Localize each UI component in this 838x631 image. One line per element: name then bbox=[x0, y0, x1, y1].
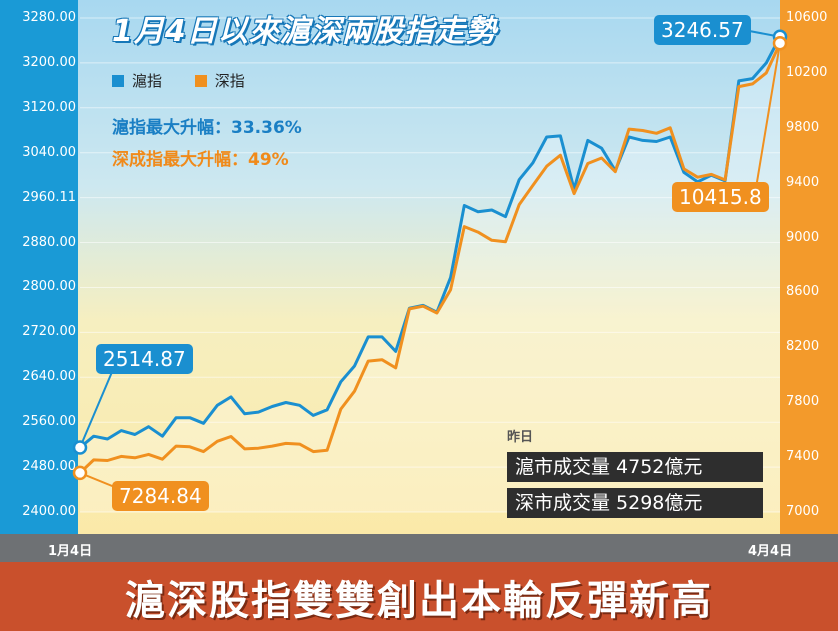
volume-row-sh: 滬市成交量 4752億元 bbox=[507, 452, 763, 482]
right-tick-label: 9000 bbox=[786, 229, 820, 245]
left-tick-label: 3280.00 bbox=[22, 10, 76, 25]
plot-background bbox=[78, 0, 780, 534]
callout-pointer-sh-start bbox=[79, 371, 113, 448]
headline: 滬深股指雙雙創出本輪反彈新高 bbox=[125, 578, 713, 624]
chart-title: 1月4日以來滬深兩股指走勢 bbox=[112, 14, 497, 49]
callout-sh-end: 3246.57 bbox=[654, 15, 751, 45]
right-tick-label: 7400 bbox=[786, 449, 820, 465]
left-tick-label: 3200.00 bbox=[22, 54, 76, 70]
right-tick-label: 9800 bbox=[786, 119, 820, 135]
right-axis-panel bbox=[780, 0, 838, 534]
x-label-start: 1月4日 bbox=[48, 544, 93, 559]
date-strip bbox=[0, 534, 838, 562]
legend-item-sz: 深指 bbox=[194, 70, 245, 91]
right-tick-label: 10600 bbox=[786, 10, 828, 25]
right-tick-label: 8600 bbox=[786, 284, 820, 300]
left-tick-label: 2800.00 bbox=[22, 279, 76, 295]
right-tick-label: 10200 bbox=[786, 64, 828, 80]
chart-svg bbox=[72, 17, 788, 513]
point-sh-start bbox=[72, 440, 88, 455]
left-tick-label: 3120.00 bbox=[22, 99, 76, 115]
legend-label-sz: 深指 bbox=[214, 72, 245, 90]
gridlines bbox=[80, 17, 780, 513]
legend-swatch-sh bbox=[112, 74, 124, 87]
x-label-end: 4月4日 bbox=[748, 544, 793, 559]
stat-sz-max-rise: 深成指最大升幅：49% bbox=[112, 150, 289, 170]
left-tick-label: 2560.00 bbox=[22, 414, 76, 430]
callout-sz-end: 10415.8 bbox=[672, 182, 769, 212]
point-sz-end bbox=[772, 36, 788, 51]
legend-label-sh: 滬指 bbox=[132, 72, 163, 90]
left-axis-panel bbox=[0, 0, 78, 534]
right-tick-label: 7800 bbox=[786, 394, 820, 410]
volume-row-sz: 深市成交量 5298億元 bbox=[507, 488, 763, 518]
left-tick-label: 2400.00 bbox=[22, 504, 76, 519]
callout-pointer-sz-end bbox=[755, 43, 781, 189]
right-tick-label: 8200 bbox=[786, 339, 820, 355]
left-tick-label: 2880.00 bbox=[22, 234, 76, 250]
right-tick-label: 9400 bbox=[786, 174, 820, 190]
legend-item-sh: 滬指 bbox=[112, 70, 162, 91]
volume-heading: 昨日 bbox=[507, 430, 534, 445]
point-sz-start bbox=[72, 465, 88, 481]
legend: 滬指 深指 bbox=[112, 70, 273, 91]
stat-sh-max-rise: 滬指最大升幅：33.36% bbox=[112, 118, 302, 138]
left-tick-label: 2960.11 bbox=[22, 189, 76, 205]
left-tick-label: 2640.00 bbox=[22, 369, 76, 385]
series-line-sz bbox=[78, 42, 782, 474]
callout-sh-start: 2514.87 bbox=[96, 344, 193, 374]
left-tick-label: 2720.00 bbox=[22, 324, 76, 340]
legend-swatch-sz bbox=[194, 74, 207, 87]
headline-bar bbox=[0, 562, 838, 631]
callout-sz-start: 7284.84 bbox=[112, 481, 209, 511]
left-tick-label: 3040.00 bbox=[22, 144, 76, 160]
left-tick-label: 2480.00 bbox=[22, 459, 76, 475]
right-tick-label: 7000 bbox=[786, 504, 820, 519]
